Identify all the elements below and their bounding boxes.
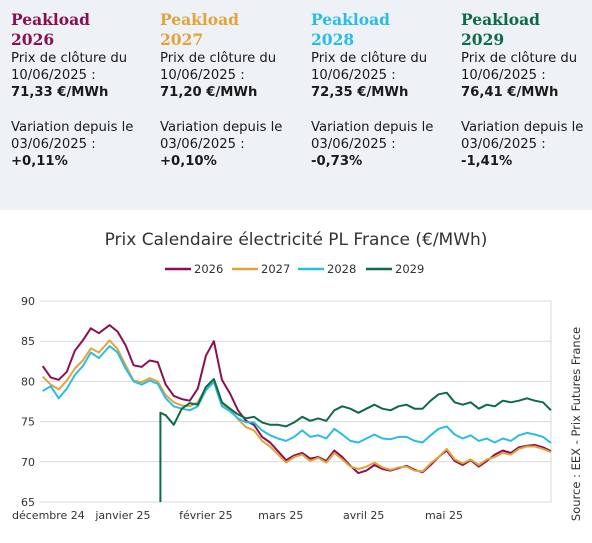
card-2028: Peakload 2028 Prix de clôture du 10/06/2… [311,10,459,170]
legend-label-2028: 2028 [327,262,356,276]
card-title: Peakload [160,10,239,29]
variation-label: Variation depuis le [311,120,434,135]
chart-area: Prix Calendaire électricité PL France (€… [0,210,592,539]
x-axis: décembre 24 janvier 25 février 25 mars 25 av… [12,509,463,522]
variation-label: Variation depuis le [160,120,283,135]
summary-panel: Peakload 2026 Prix de clôture du 10/06/2… [0,0,592,210]
close-date: 10/06/2025 : [11,68,96,83]
chart-title: Prix Calendaire électricité PL France (€… [105,230,488,250]
legend-label-2029: 2029 [395,262,424,276]
variation-date: 03/06/2025 : [311,137,396,152]
variation-value: +0,10% [160,154,217,169]
y-axis: 65 70 75 80 85 90 [21,295,35,509]
card-year: 2027 [160,30,204,49]
close-date: 10/06/2025 : [311,68,396,83]
x-tick-label: mai 25 [425,509,463,522]
close-value: 76,41 €/MWh [461,85,559,100]
variation-date: 03/06/2025 : [160,137,245,152]
close-value: 72,35 €/MWh [311,85,409,100]
y-tick-label: 80 [21,375,35,388]
variation-date: 03/06/2025 : [11,137,96,152]
series-line-2029 [159,378,552,502]
close-label: Prix de clôture du [160,51,277,66]
series-lines [41,324,552,502]
card-2029: Peakload 2029 Prix de clôture du 10/06/2… [461,10,592,170]
close-label: Prix de clôture du [311,51,428,66]
legend-label-2026: 2026 [194,262,223,276]
x-tick-label: avril 25 [343,509,384,522]
variation-label: Variation depuis le [461,120,584,135]
legend: 2026 2027 2028 2029 [165,262,424,276]
close-date: 10/06/2025 : [160,68,245,83]
grid [40,300,552,503]
x-tick-label: mars 25 [258,509,303,522]
y-tick-label: 85 [21,335,35,348]
variation-label: Variation depuis le [11,120,134,135]
variation-date: 03/06/2025 : [461,137,546,152]
price-chart: Prix Calendaire électricité PL France (€… [12,230,583,522]
source-note: Source : EEX - Prix Futures France [569,327,583,521]
y-tick-label: 70 [21,456,35,469]
x-tick-label: décembre 24 [12,509,85,522]
card-2026: Peakload 2026 Prix de clôture du 10/06/2… [11,10,159,170]
legend-label-2027: 2027 [261,262,290,276]
series-line-2026 [41,324,552,475]
card-year: 2028 [311,30,355,49]
card-year: 2026 [11,30,55,49]
y-tick-label: 65 [21,496,35,509]
variation-value: -1,41% [461,154,513,169]
variation-value: -0,73% [311,154,363,169]
close-label: Prix de clôture du [11,51,128,66]
variation-value: +0,11% [11,154,68,169]
y-tick-label: 90 [21,295,35,308]
close-value: 71,33 €/MWh [11,85,109,100]
series-line-2028 [42,345,552,444]
series-line-2027 [41,339,552,473]
card-title: Peakload [11,10,90,29]
x-tick-label: janvier 25 [94,509,150,522]
close-label: Prix de clôture du [461,51,578,66]
card-2027: Peakload 2027 Prix de clôture du 10/06/2… [160,10,308,170]
card-year: 2029 [461,30,505,49]
y-tick-label: 75 [21,416,35,429]
x-tick-label: février 25 [179,509,233,522]
card-title: Peakload [461,10,540,29]
close-value: 71,20 €/MWh [160,85,258,100]
card-title: Peakload [311,10,390,29]
close-date: 10/06/2025 : [461,68,546,83]
